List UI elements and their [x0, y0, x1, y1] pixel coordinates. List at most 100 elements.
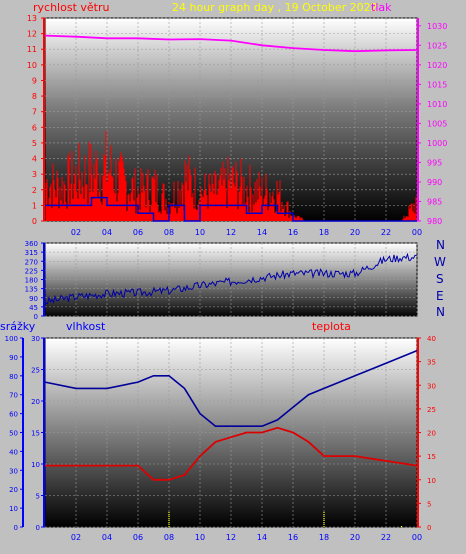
bottom-x-tick-label: 08: [164, 533, 174, 542]
humidity-label: vlhkost: [66, 320, 106, 333]
bottom-x-tick-label: 12: [226, 533, 236, 542]
temperature-axis-tick-label: 20: [427, 430, 436, 438]
wind-speed-label: rychlost větru: [33, 1, 109, 14]
top-x-tick-label: 22: [381, 228, 391, 237]
direction-letter-n-bottom: N: [436, 305, 445, 319]
wind-axis-tick-label: 8: [32, 92, 37, 101]
wind-axis-tick-label: 3: [32, 170, 37, 179]
bottom-x-tick-label: 20: [350, 533, 360, 542]
pressure-axis-tick-label: 1015: [427, 80, 447, 89]
wind-gust-line: [45, 196, 417, 222]
pressure-axis-tick-label: 980: [427, 217, 442, 226]
pressure-series: [44, 34, 418, 53]
bottom-x-tick-label: 06: [133, 533, 143, 542]
pressure-label: tlak: [371, 1, 392, 14]
wind-axis-tick-label: 2: [32, 186, 37, 195]
rain-axis-tick-label: 80: [9, 373, 18, 381]
rain-axis-tick-label: 90: [9, 354, 18, 362]
bottom-x-tick-label: 18: [319, 533, 329, 542]
rain-axis-tick-label: 70: [9, 392, 18, 400]
top-x-tick-label: 10: [195, 228, 205, 237]
temperature-axis-tick-label: 0: [427, 524, 431, 532]
bottom-x-tick-label: 04: [102, 533, 112, 542]
direction-axis-tick-label: 270: [25, 258, 38, 266]
wind-axis-tick-label: 4: [32, 155, 37, 164]
pressure-axis-tick-label: 985: [427, 197, 442, 206]
pressure-axis-tick-label: 995: [427, 158, 442, 167]
wind-direction-line: [45, 252, 417, 305]
temperature-line: [45, 426, 418, 481]
rain-axis-tick-label: 50: [9, 430, 18, 438]
pressure-line: [44, 34, 418, 53]
top-x-tick-label: 04: [102, 228, 112, 237]
humidity-series: [44, 349, 418, 428]
wind-axis-tick-label: 9: [32, 76, 37, 85]
pressure-axis-tick-label: 1010: [427, 100, 447, 109]
direction-axis-tick-label: 135: [25, 286, 38, 294]
humidity-axis-tick-label: 30: [31, 335, 40, 343]
wind-axis-tick-label: 1: [32, 201, 37, 210]
rain-axis-tick-label: 60: [9, 411, 18, 419]
direction-axis-tick-label: 360: [25, 240, 38, 248]
bottom-x-tick-label: 16: [288, 533, 298, 542]
temperature-axis-tick-label: 25: [427, 406, 436, 414]
temperature-axis-tick-label: 35: [427, 359, 436, 367]
rain-label: srážky: [0, 320, 36, 333]
pressure-axis-tick-label: 1005: [427, 119, 447, 128]
direction-axis-tick-label: 45: [29, 304, 38, 312]
wind-axis-tick-label: 13: [27, 14, 37, 23]
direction-axis-tick-label: 225: [25, 267, 38, 275]
rain-axis-tick-label: 10: [9, 505, 18, 513]
pressure-axis-tick-label: 990: [427, 178, 442, 187]
bottom-grid: [45, 337, 418, 528]
top-axes: 0123456789101112139809859909951000100510…: [27, 14, 448, 237]
bottom-x-tick-label: 10: [195, 533, 205, 542]
top-x-tick-label: 12: [226, 228, 236, 237]
direction-letter-n-top: N: [436, 238, 445, 252]
bottom-axes: 0510152025300102030405060708090100051015…: [5, 335, 436, 542]
top-x-tick-label: 18: [319, 228, 329, 237]
direction-letter-e: E: [436, 289, 444, 303]
top-x-tick-label: 14: [257, 228, 267, 237]
wind-direction-series: [45, 252, 417, 305]
top-x-tick-label: 20: [350, 228, 360, 237]
humidity-axis-tick-label: 10: [31, 461, 40, 469]
temperature-series: [45, 426, 418, 481]
pressure-axis-tick-label: 1020: [427, 61, 447, 70]
temperature-axis-tick-label: 5: [427, 500, 431, 508]
direction-axis-tick-label: 315: [25, 249, 38, 257]
top-x-tick-label: 00: [412, 228, 422, 237]
pressure-axis-tick-label: 1030: [427, 22, 447, 31]
temperature-axis-tick-label: 15: [427, 453, 436, 461]
temperature-label: teplota: [312, 320, 351, 333]
top-x-tick-label: 02: [71, 228, 81, 237]
wind-gust-series: [45, 196, 417, 222]
direction-letter-w: W: [434, 255, 446, 269]
wind-axis-tick-label: 12: [27, 30, 37, 39]
bottom-x-tick-label: 14: [257, 533, 267, 542]
rain-axis-tick-label: 30: [9, 467, 18, 475]
direction-axis-tick-label: 0: [34, 313, 38, 321]
pressure-axis-tick-label: 1000: [427, 139, 447, 148]
top-x-tick-label: 08: [164, 228, 174, 237]
direction-letter-s: S: [436, 272, 444, 286]
rain-axis-tick-label: 0: [14, 524, 18, 532]
wind-axis-tick-label: 0: [32, 217, 37, 226]
wind-axis-tick-label: 11: [27, 45, 37, 54]
chart-title: 24 hour graph day , 19 October 2022: [172, 1, 378, 14]
humidity-axis-tick-label: 15: [31, 430, 40, 438]
direction-axis-tick-label: 180: [25, 277, 38, 285]
temperature-axis-tick-label: 10: [427, 477, 436, 485]
wind-axis-tick-label: 7: [32, 108, 37, 117]
top-x-tick-label: 06: [133, 228, 143, 237]
humidity-axis-tick-label: 5: [36, 493, 40, 501]
wind-axis-tick-label: 5: [32, 139, 37, 148]
bottom-x-tick-label: 02: [71, 533, 81, 542]
wind-axis-tick-label: 6: [32, 123, 37, 132]
humidity-line: [44, 349, 418, 428]
mid-grid: [45, 242, 418, 317]
direction-axis-tick-label: 90: [29, 295, 38, 303]
